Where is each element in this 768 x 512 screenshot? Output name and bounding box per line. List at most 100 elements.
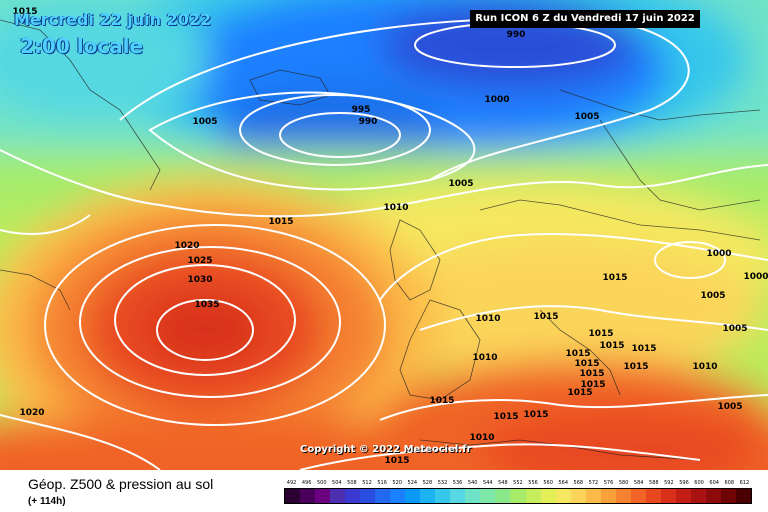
color-scale-swatch bbox=[735, 489, 751, 503]
color-scale-labels: 492 496 500 504 508 512 516 520 524 528 532 536 540 5… bbox=[284, 480, 752, 486]
isobar-label: 1005 bbox=[722, 324, 747, 334]
isobar-label: 1020 bbox=[19, 408, 44, 418]
color-scale-label: 560 bbox=[543, 480, 553, 486]
isobar-label: 1030 bbox=[187, 275, 212, 285]
color-scale-swatch bbox=[540, 489, 556, 503]
isobar-label: 1015 bbox=[567, 388, 592, 398]
color-scale-label: 564 bbox=[558, 480, 568, 486]
isobar-label: 1005 bbox=[700, 291, 725, 301]
isobar-label: 1000 bbox=[706, 249, 731, 259]
color-scale-swatch bbox=[345, 489, 361, 503]
color-scale-swatch bbox=[555, 489, 571, 503]
copyright-notice: Copyright © 2022 Meteociel.fr bbox=[300, 444, 472, 455]
color-scale-swatch bbox=[570, 489, 586, 503]
color-scale-swatch bbox=[600, 489, 616, 503]
isobar-label: 1005 bbox=[448, 179, 473, 189]
color-scale-swatch bbox=[525, 489, 541, 503]
isobar-label: 1015 bbox=[599, 341, 624, 351]
color-scale-label: 612 bbox=[739, 480, 750, 486]
isobar-label: 1025 bbox=[187, 256, 212, 266]
color-scale-swatch bbox=[645, 489, 661, 503]
color-scale-swatch bbox=[675, 489, 691, 503]
color-scale-label: 548 bbox=[498, 480, 508, 486]
color-scale-swatch bbox=[450, 489, 466, 503]
isobar-label: 1005 bbox=[192, 117, 217, 127]
isobar-label: 1010 bbox=[469, 433, 494, 443]
isobar-label: 1005 bbox=[574, 112, 599, 122]
color-scale-swatch bbox=[690, 489, 706, 503]
isobar-label: 1035 bbox=[194, 300, 219, 310]
color-scale-label: 528 bbox=[422, 480, 433, 486]
color-scale-swatch bbox=[510, 489, 526, 503]
isobar-label: 1020 bbox=[174, 241, 199, 251]
color-scale-label: 556 bbox=[528, 480, 538, 486]
color-scale-label: 500 bbox=[316, 480, 327, 486]
isobar-label: 1005 bbox=[717, 402, 742, 412]
color-scale-label: 524 bbox=[407, 480, 418, 486]
isobar-label: 1015 bbox=[574, 359, 599, 369]
isobar-label: 1010 bbox=[475, 314, 500, 324]
color-scale: 492 496 500 504 508 512 516 520 524 528 532 536 540 5… bbox=[284, 480, 752, 504]
color-scale-swatch bbox=[495, 489, 511, 503]
color-scale-label: 532 bbox=[437, 480, 448, 486]
isobar-label: 1015 bbox=[493, 412, 518, 422]
color-scale-swatch bbox=[405, 489, 421, 503]
color-scale-label: 572 bbox=[588, 480, 599, 486]
color-scale-swatch bbox=[615, 489, 631, 503]
color-scale-label: 504 bbox=[332, 480, 342, 486]
forecast-local-time: 2:00 locale bbox=[20, 34, 144, 58]
color-scale-swatch bbox=[705, 489, 721, 503]
color-scale-label: 568 bbox=[573, 480, 584, 486]
isobar-label: 1000 bbox=[743, 272, 768, 282]
color-scale-swatch bbox=[285, 489, 301, 503]
color-scale-label: 520 bbox=[392, 480, 402, 486]
isobar-label: 1015 bbox=[533, 312, 558, 322]
isobar-label: 1015 bbox=[429, 396, 454, 406]
isobar-label: 1010 bbox=[472, 353, 497, 363]
color-scale-swatch bbox=[465, 489, 481, 503]
isobar-label: 1015 bbox=[268, 217, 293, 227]
legend-footer: Géop. Z500 & pression au sol (+ 114h) 49… bbox=[0, 470, 768, 512]
color-scale-bar bbox=[284, 488, 752, 504]
isobar-label: 1000 bbox=[484, 95, 509, 105]
isobar-label: 990 bbox=[507, 30, 526, 40]
color-scale-swatch bbox=[390, 489, 406, 503]
isobar-label: 1015 bbox=[580, 380, 605, 390]
color-scale-label: 600 bbox=[694, 480, 704, 486]
isobar-label: 1015 bbox=[602, 273, 627, 283]
color-scale-label: 596 bbox=[679, 480, 689, 486]
isobar-labels: 1015 990 1000 995 990 1005 1005 1005 1010 1015 102… bbox=[12, 7, 768, 466]
color-scale-label: 492 bbox=[286, 480, 297, 486]
color-scale-label: 552 bbox=[513, 480, 523, 486]
color-scale-label: 580 bbox=[618, 480, 629, 486]
isobar-label: 990 bbox=[359, 117, 378, 127]
color-scale-swatch bbox=[630, 489, 646, 503]
model-run-info: Run ICON 6 Z du Vendredi 17 juin 2022 bbox=[470, 10, 700, 28]
color-scale-swatch bbox=[360, 489, 376, 503]
color-scale-label: 516 bbox=[377, 480, 387, 486]
geopotential-field bbox=[0, 0, 768, 470]
color-scale-swatch bbox=[375, 489, 391, 503]
color-scale-swatch bbox=[420, 489, 436, 503]
color-scale-swatch bbox=[330, 489, 346, 503]
coastlines bbox=[0, 19, 761, 461]
color-scale-label: 588 bbox=[649, 480, 659, 486]
isobar-label: 1010 bbox=[383, 203, 408, 213]
color-scale-swatch bbox=[315, 489, 331, 503]
color-scale-swatch bbox=[585, 489, 601, 503]
color-scale-label: 496 bbox=[301, 480, 312, 486]
color-scale-label: 576 bbox=[603, 480, 614, 486]
color-scale-swatch bbox=[480, 489, 496, 503]
isobar-label: 1015 bbox=[384, 456, 409, 466]
isobar-label: 1010 bbox=[692, 362, 717, 372]
color-scale-label: 536 bbox=[452, 480, 463, 486]
isobar-label: 995 bbox=[352, 105, 371, 115]
color-scale-swatch bbox=[660, 489, 676, 503]
isobars bbox=[0, 17, 768, 470]
color-scale-label: 508 bbox=[347, 480, 357, 486]
isobar-label: 1015 bbox=[12, 7, 37, 17]
color-scale-swatch bbox=[720, 489, 736, 503]
isobar-label: 1015 bbox=[631, 344, 656, 354]
legend-title: Géop. Z500 & pression au sol bbox=[28, 476, 214, 492]
legend-subtitle: (+ 114h) bbox=[28, 496, 66, 507]
